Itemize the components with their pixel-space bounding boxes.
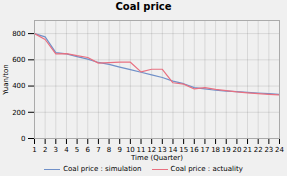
svg-text:17: 17 xyxy=(200,146,209,154)
html-text:10 11 12 13 14 15: 10 11 12 13 14 15 xyxy=(125,146,189,155)
svg-text:20: 20 xyxy=(232,146,241,154)
svg-text:800: 800 xyxy=(12,30,25,38)
svg-text:400: 400 xyxy=(12,82,25,90)
svg-text:22: 22 xyxy=(254,146,263,154)
svg-text:1: 1 xyxy=(32,146,36,154)
svg-text:7: 7 xyxy=(96,146,100,154)
svg-text:16: 16 xyxy=(190,146,199,154)
svg-text:2: 2 xyxy=(43,146,47,154)
svg-text:9: 9 xyxy=(117,146,121,154)
svg-text:4: 4 xyxy=(64,146,69,154)
svg-text:3: 3 xyxy=(54,146,58,154)
svg-text:5: 5 xyxy=(75,146,79,154)
svg-text:Yuan/ton: Yuan/ton xyxy=(2,64,10,95)
svg-text:19: 19 xyxy=(222,146,231,154)
html-text:Coal price : simulation: Coal price : simulation xyxy=(63,165,142,173)
html-text:Coal price: Coal price xyxy=(115,1,172,12)
svg-text:18: 18 xyxy=(211,146,220,154)
svg-text:6: 6 xyxy=(86,146,91,154)
svg-text:24: 24 xyxy=(275,146,284,154)
svg-text:Time (Quarter): Time (Quarter) xyxy=(130,154,183,162)
svg-text:600: 600 xyxy=(12,56,25,64)
svg-text:200: 200 xyxy=(12,109,25,117)
svg-text:0: 0 xyxy=(21,135,25,143)
svg-text:21: 21 xyxy=(243,146,252,154)
html-text:Coal price : actuality: Coal price : actuality xyxy=(170,165,243,173)
svg-text:8: 8 xyxy=(107,146,111,154)
svg-text:23: 23 xyxy=(264,146,273,154)
